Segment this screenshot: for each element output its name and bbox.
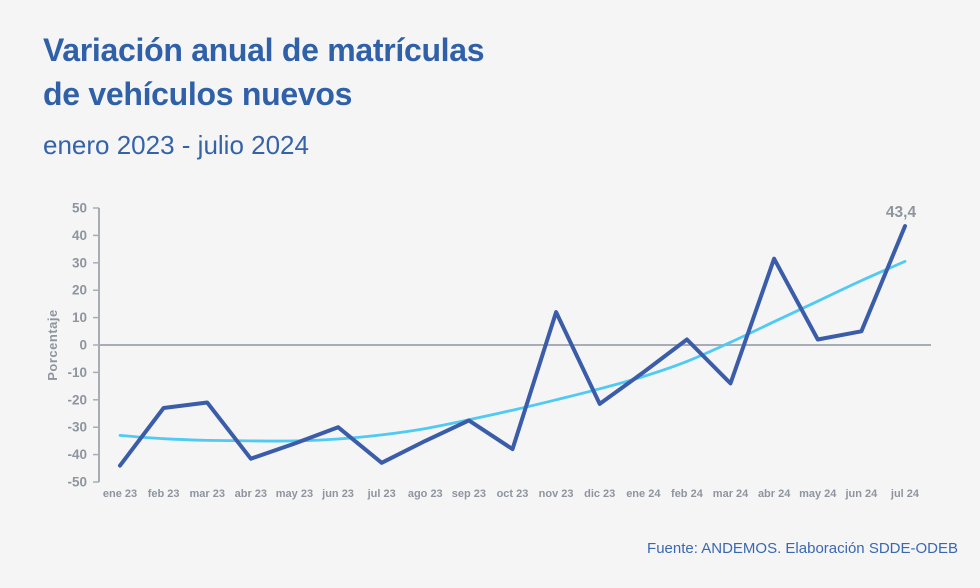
x-tick-label: dic 23	[584, 488, 615, 500]
chart-area: -50 -40 -30 -20 -10 0 10 20 30 40 50 Porcentaje ene …	[0, 190, 980, 520]
value-annotation: 43,4	[886, 204, 917, 221]
x-tick-label: jul 24	[890, 488, 920, 500]
source-note: Fuente: ANDEMOS. Elaboración SDDE-ODEB	[647, 540, 958, 557]
y-tick-label: 10	[72, 310, 87, 325]
x-tick-label: feb 24	[671, 488, 704, 500]
x-tick-label: jul 23	[367, 488, 396, 500]
x-tick-label: feb 23	[148, 488, 180, 500]
x-tick-label: nov 23	[539, 488, 574, 500]
x-tick-label: ene 23	[103, 488, 137, 500]
x-tick-label: ene 24	[626, 488, 661, 500]
y-tick-label: 0	[79, 338, 87, 353]
x-tick-label: jun 24	[844, 488, 878, 500]
x-tick-label: mar 23	[189, 488, 224, 500]
x-tick-label: mar 24	[713, 488, 749, 500]
y-tick-label: -30	[67, 420, 87, 435]
x-tick-label: may 24	[799, 488, 837, 500]
y-axis-title: Porcentaje	[45, 309, 60, 380]
title-line-1: Variación anual de matrículas	[43, 32, 485, 68]
x-tick-label: ago 23	[408, 488, 443, 500]
x-tick-label: abr 24	[758, 488, 791, 500]
y-tick-label: 40	[72, 228, 87, 243]
y-tick-label: 50	[72, 201, 87, 216]
x-tick-label: jun 23	[321, 488, 354, 500]
y-tick-label: -20	[67, 392, 87, 407]
page-title: Variación anual de matrículas de vehículo…	[43, 28, 485, 116]
x-tick-label: oct 23	[497, 488, 529, 500]
y-tick-label: 20	[72, 283, 87, 298]
line-chart: -50 -40 -30 -20 -10 0 10 20 30 40 50 Porcentaje ene …	[45, 201, 931, 500]
x-tick-label: abr 23	[235, 488, 267, 500]
y-tick-label: -50	[67, 475, 87, 490]
y-tick-label: -40	[67, 447, 87, 462]
y-tick-label: 30	[72, 255, 87, 270]
y-tick-label: -10	[67, 365, 87, 380]
title-line-2: de vehículos nuevos	[43, 76, 353, 112]
trend-line	[118, 260, 907, 443]
subtitle: enero 2023 - julio 2024	[43, 130, 309, 160]
data-line	[118, 224, 907, 468]
x-tick-label: may 23	[276, 488, 313, 500]
x-tick-label: sep 23	[452, 488, 486, 500]
